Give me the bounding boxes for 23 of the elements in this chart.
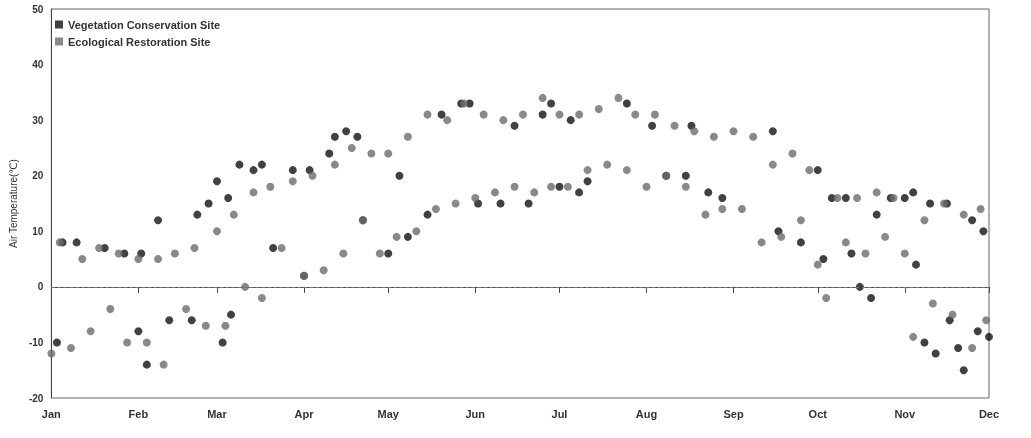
y-tick-label: 0 [37,281,44,293]
y-tick-label: -10 [28,336,44,348]
y-tick-label: 50 [32,3,44,15]
x-tick-label: Dec [978,407,1000,420]
y-tick-label: 10 [32,225,44,237]
x-tick-label: Jun [465,407,486,420]
legend-label: Ecological Restoration Site [68,35,211,48]
x-tick-label: Jul [551,407,568,420]
y-axis-title: Air Temperature(℃) [7,159,19,248]
y-tick-label: 40 [32,59,44,71]
x-tick-label: Nov [894,407,917,420]
x-tick-label: Aug [635,407,658,420]
x-tick-label: Oct [808,407,828,420]
x-tick-label: Feb [128,407,149,420]
y-tick-label: 30 [32,114,44,126]
x-tick-label: Mar [207,407,228,420]
y-tick-label: 20 [32,170,44,182]
x-tick-label: Jan [41,407,62,420]
y-tick-label: -20 [28,392,44,404]
legend-label: Vegetation Conservation Site [68,18,221,31]
x-tick-label: Sep [723,407,744,420]
x-tick-label: Apr [294,407,315,420]
x-tick-label: May [377,407,400,420]
